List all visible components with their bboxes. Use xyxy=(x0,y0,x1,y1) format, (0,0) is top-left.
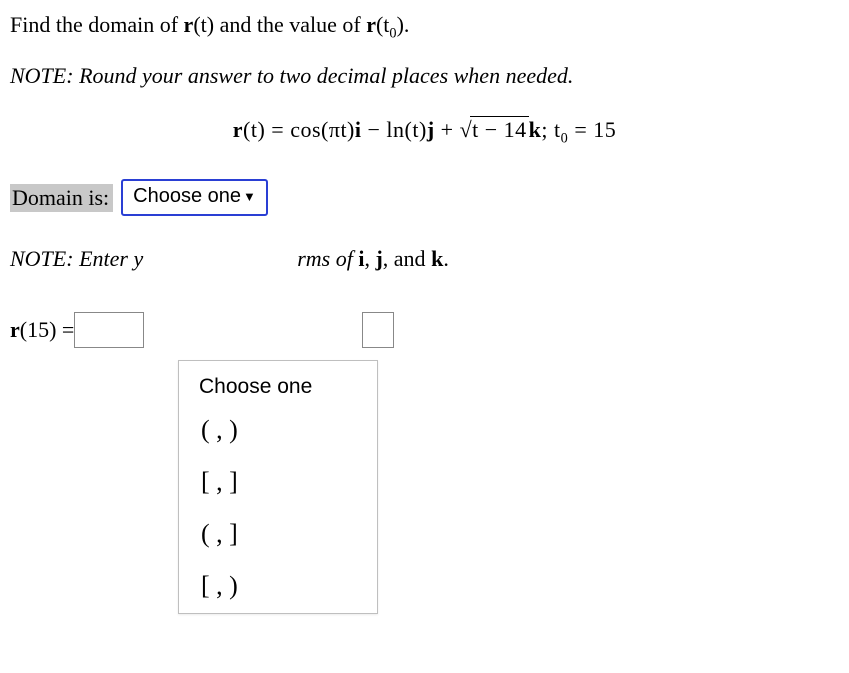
comma-and: , and xyxy=(383,246,431,271)
r15-input-right[interactable] xyxy=(362,312,394,348)
text: Find the domain of xyxy=(10,12,184,37)
r15-row: r(15) = xyxy=(10,312,839,348)
sub-zero: 0 xyxy=(389,25,396,41)
dropdown-header[interactable]: Choose one xyxy=(179,361,377,405)
text: and the value of xyxy=(214,12,366,37)
dropdown-option-closed-closed[interactable]: [ , ] xyxy=(179,457,377,509)
paren-open: (t xyxy=(376,12,389,37)
lhs: (t) = cos(πt) xyxy=(243,117,355,142)
r-bold: r xyxy=(10,317,20,342)
note-round: NOTE: Round your answer to two decimal p… xyxy=(10,59,839,92)
plus: + xyxy=(435,117,460,142)
r-bold: r xyxy=(233,117,243,142)
note-enter-row: NOTE: Enter y rms of i, j, and k. xyxy=(10,246,839,272)
j-unit: j xyxy=(375,246,382,271)
i-unit: i xyxy=(355,117,362,142)
minus-ln: − ln(t) xyxy=(362,117,427,142)
chevron-down-icon: ▼ xyxy=(243,189,256,204)
dropdown-option-open-closed[interactable]: ( , ] xyxy=(179,509,377,561)
paren: (15) = xyxy=(20,317,75,342)
eq15: = 15 xyxy=(568,117,616,142)
note-entertext: Enter y xyxy=(74,246,144,271)
domain-row: Domain is: Choose one▼ xyxy=(10,179,839,216)
radicand: t − 14 xyxy=(470,116,529,143)
domain-label: Domain is: xyxy=(10,184,113,212)
domain-dropdown-panel: Choose one ( , ) [ , ] ( , ] [ , ) xyxy=(178,360,378,614)
note-left: NOTE: Enter y xyxy=(10,246,143,272)
k-unit: k xyxy=(529,117,542,142)
k-unit: k xyxy=(431,246,443,271)
note-right: rms of i, j, and k. xyxy=(297,246,449,272)
t-paren: (t) xyxy=(193,12,214,37)
r15-label: r(15) = xyxy=(10,317,74,343)
r-bold: r xyxy=(184,12,194,37)
j-unit: j xyxy=(427,117,435,142)
select-label: Choose one xyxy=(133,185,241,207)
domain-select[interactable]: Choose one▼ xyxy=(121,179,268,216)
dropdown-option-closed-open[interactable]: [ , ) xyxy=(179,561,377,613)
tail: ; t xyxy=(541,117,560,142)
note-label: NOTE: xyxy=(10,246,74,271)
equation: r(t) = cos(πt)i − ln(t)j + √t − 14k; t0 … xyxy=(10,116,839,143)
note-label: NOTE: xyxy=(10,63,74,88)
paren-close: ). xyxy=(397,12,410,37)
period: . xyxy=(443,246,449,271)
rms-text: rms of xyxy=(297,246,358,271)
comma: , xyxy=(364,246,375,271)
dropdown-option-open-open[interactable]: ( , ) xyxy=(179,405,377,457)
r-bold: r xyxy=(366,12,376,37)
sqrt: √t − 14 xyxy=(460,116,529,143)
r15-input-left[interactable] xyxy=(74,312,144,348)
question-prompt: Find the domain of r(t) and the value of… xyxy=(10,8,839,41)
note-text: Round your answer to two decimal places … xyxy=(74,63,574,88)
